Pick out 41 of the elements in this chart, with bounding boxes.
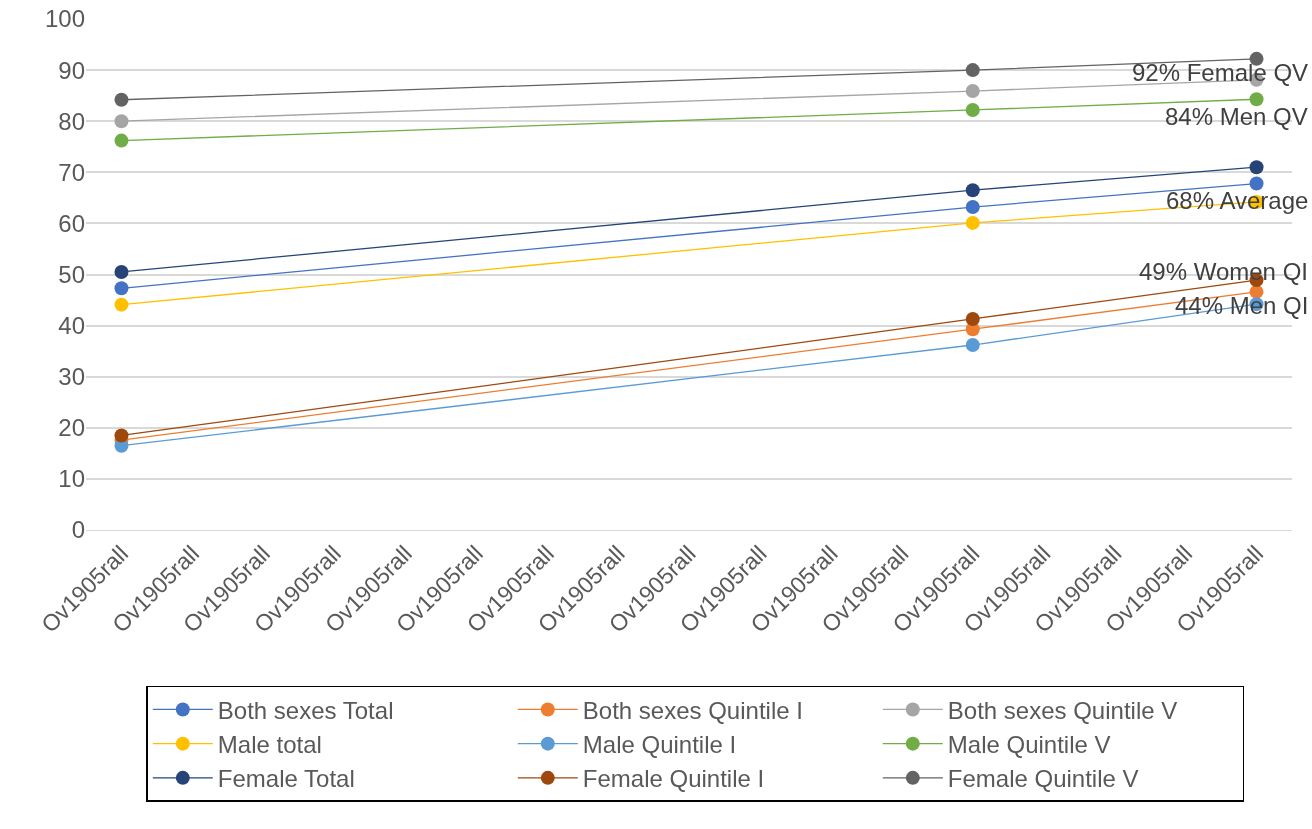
y-tick-label: 40 (58, 312, 85, 339)
legend-label: Both sexes Quintile V (947, 696, 1178, 724)
legend-label: Female Total (217, 765, 355, 793)
annotation: 84% Men QV (1165, 103, 1308, 130)
point (965, 338, 980, 353)
legend-label: Both sexes Total (217, 696, 394, 724)
point (1249, 176, 1264, 191)
annotation: 49% Women QI (1139, 258, 1308, 285)
y-tick-label: 70 (58, 158, 85, 186)
legend-label: Female Quintile I (582, 765, 765, 793)
point (114, 297, 129, 312)
y-tick-label: 30 (58, 363, 85, 391)
legend-label: Male total (217, 731, 322, 759)
point (965, 311, 980, 326)
point (114, 264, 129, 279)
point (114, 133, 129, 148)
legend-label: Male Quintile V (947, 731, 1111, 759)
y-tick-label: 20 (58, 414, 85, 442)
point (965, 200, 980, 215)
y-tick-label: 50 (58, 260, 85, 288)
legend-label: Female Quintile V (947, 765, 1139, 793)
y-tick-label: 10 (58, 465, 85, 493)
point (1249, 160, 1264, 175)
point (114, 114, 129, 129)
point (114, 428, 129, 443)
y-tick-label: 90 (58, 56, 85, 84)
legend-label: Male Quintile I (582, 731, 737, 759)
y-tick-label: 80 (58, 107, 85, 135)
point (114, 281, 129, 296)
y-tick-label: 0 (71, 516, 85, 544)
point (965, 63, 980, 78)
legend-label: Both sexes Quintile I (582, 696, 803, 724)
y-tick-label: 100 (44, 5, 85, 33)
point (965, 215, 980, 230)
annotation: 92% Female QV (1132, 59, 1309, 86)
point (965, 84, 980, 99)
point (965, 102, 980, 117)
y-tick-label: 60 (58, 209, 85, 237)
point (965, 183, 980, 198)
point (114, 92, 129, 107)
point (1249, 92, 1264, 107)
